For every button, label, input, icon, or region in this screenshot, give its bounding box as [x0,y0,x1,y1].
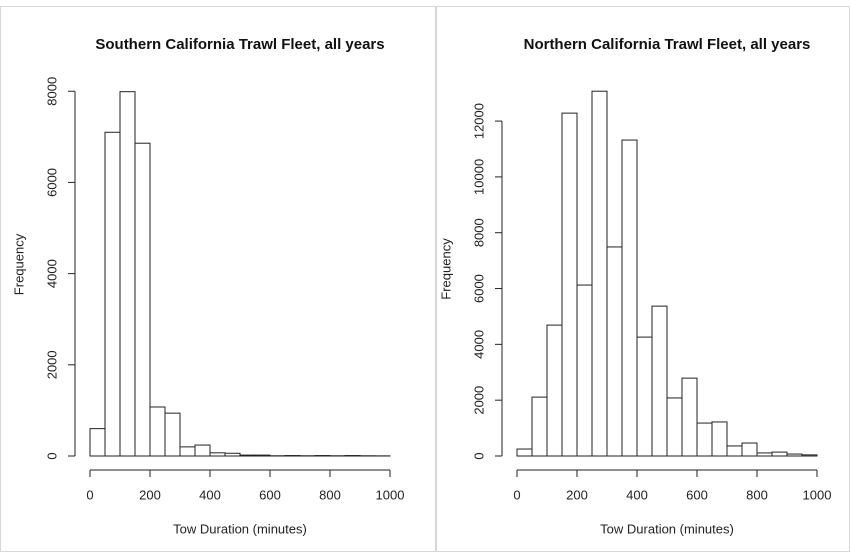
bar [636,336,653,457]
x-tick-label: 1000 [376,487,405,502]
x-tick-label: 1000 [803,487,832,502]
y-tick-label: 0 [471,452,486,459]
bar [786,453,803,457]
x-tick-label: 400 [626,487,648,502]
bar [119,91,136,457]
x-tick-label: 800 [746,487,768,502]
bar [254,454,271,457]
y-tick-label: 4000 [44,259,59,288]
bar [681,377,698,457]
bar [576,284,593,457]
bar [621,139,638,457]
y-tick-label: 6000 [471,274,486,303]
y-tick-label: 8000 [44,77,59,106]
y-tick-label: 2000 [44,350,59,379]
bar [224,452,241,457]
y-tick-label: 10000 [471,159,486,195]
bar [546,324,563,457]
x-axis-label: Tow Duration (minutes) [173,521,307,536]
y-tick-label: 0 [44,452,59,459]
x-tick-label: 200 [139,487,161,502]
x-tick-label: 600 [686,487,708,502]
x-tick-label: 0 [86,487,93,502]
bar [209,452,226,457]
x-tick-label: 800 [319,487,341,502]
bar [194,444,211,457]
y-tick-label: 8000 [471,218,486,247]
bar [149,406,166,457]
bar [104,131,121,457]
y-tick-label: 2000 [471,386,486,415]
chart-title: Northern California Trawl Fleet, all yea… [524,36,811,53]
x-tick-label: 400 [199,487,221,502]
bar [239,454,256,457]
bar [801,454,818,457]
x-axis-label: Tow Duration (minutes) [600,521,734,536]
bar [89,428,106,457]
bar [771,451,788,457]
chart-title: Southern California Trawl Fleet, all yea… [95,36,384,53]
y-tick-label: 12000 [471,103,486,139]
y-tick-label: 6000 [44,168,59,197]
x-tick-label: 600 [259,487,281,502]
bar [134,142,151,457]
y-tick-label: 4000 [471,330,486,359]
bar [179,446,196,457]
bar [666,397,683,457]
y-axis-label: Frequency [11,233,26,295]
x-tick-label: 0 [513,487,520,502]
bar [531,396,548,457]
bar [516,448,533,457]
bar [591,90,608,457]
bar [756,452,773,457]
x-tick-label: 200 [566,487,588,502]
bar [741,442,758,457]
bar [164,412,181,457]
bar [561,112,578,457]
y-axis-label: Frequency [438,238,453,300]
bar [606,246,623,457]
bar [651,305,668,457]
bar [726,445,743,457]
bar [696,422,713,457]
bar [711,421,728,457]
